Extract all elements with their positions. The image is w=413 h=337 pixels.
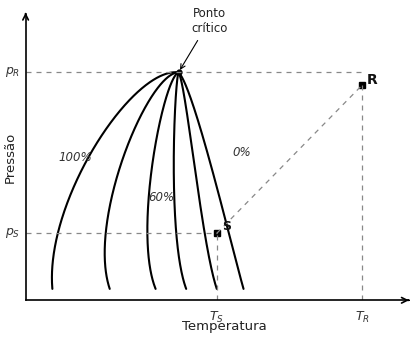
Text: $p_R$: $p_R$ — [5, 65, 20, 80]
Text: Temperatura: Temperatura — [182, 320, 266, 333]
Text: $T_S$: $T_S$ — [209, 310, 224, 325]
Text: $p_S$: $p_S$ — [5, 226, 20, 240]
Text: S: S — [222, 220, 231, 234]
Text: 0%: 0% — [232, 146, 250, 159]
Text: 100%: 100% — [58, 151, 92, 164]
Text: Ponto
crítico: Ponto crítico — [180, 7, 227, 69]
Text: 60%: 60% — [148, 191, 174, 204]
Text: $T_R$: $T_R$ — [354, 310, 368, 325]
Text: Pressão: Pressão — [4, 132, 17, 183]
Text: R: R — [366, 73, 377, 87]
